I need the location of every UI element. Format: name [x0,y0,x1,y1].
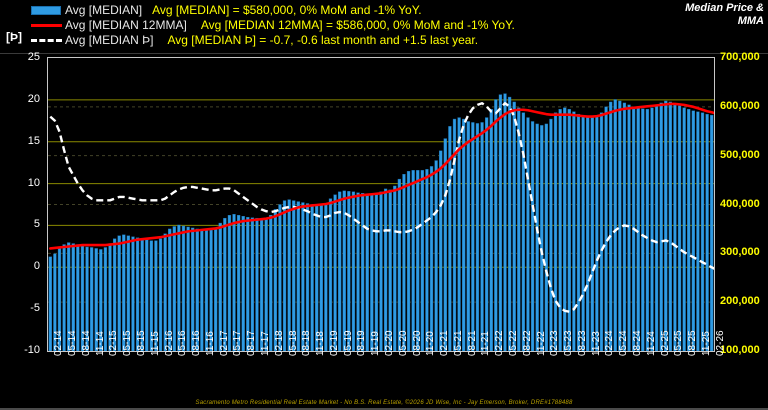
legend-item-median: Avg [MEDIAN] Avg [MEDIAN] = $580,000, 0%… [30,3,515,18]
chart-canvas [48,93,714,351]
x-axis-tick: 02-19 [328,330,340,356]
y-axis-tick-right: 500,000 [720,148,760,161]
x-axis-tick: 11-18 [315,331,327,356]
legend-item-median-12mma: Avg [MEDIAN 12MMA] Avg [MEDIAN 12MMA] = … [30,18,515,33]
legend-note-median-12mma: Avg [MEDIAN 12MMA] = $586,000, 0% MoM an… [200,18,515,32]
x-axis-tick: 08-17 [246,330,258,356]
x-axis-tick: 05-19 [342,330,354,356]
chart-corner-title: Median Price & MMA [685,2,764,28]
x-axis-tick: 08-15 [135,330,147,356]
y-axis-tick-right: 700,000 [720,51,760,63]
x-axis-tick: 08-19 [356,330,368,356]
x-axis-tick: 02-15 [108,330,120,356]
x-axis-tick: 05-14 [67,330,79,356]
x-axis-tick: 02-14 [53,330,65,356]
y-axis-tick-right: 200,000 [720,295,760,308]
x-axis-tick: 11-23 [590,331,602,356]
x-axis-tick: 02-22 [494,330,506,356]
x-axis-tick: 08-24 [632,330,644,356]
x-axis-tick: 05-24 [618,330,630,356]
y-axis-tick-left: 0 [33,260,40,273]
chart-legend: Avg [MEDIAN] Avg [MEDIAN] = $580,000, 0%… [30,3,515,48]
bar-swatch-icon [30,5,62,17]
y-axis-tick-right: 600,000 [720,99,760,112]
x-axis-tick: 08-18 [301,330,313,356]
x-axis-tick: 11-25 [700,331,712,356]
x-axis-tick: 02-24 [604,330,616,356]
x-axis-tick: 08-20 [411,330,423,356]
chart-footer: Sacramento Metro Residential Real Estate… [195,400,573,406]
legend-label-median-12mma: Avg [MEDIAN 12MMA] [65,18,187,32]
x-axis-tick: 11-14 [94,331,106,356]
y-axis-tick-left: 20 [27,92,40,105]
x-axis-tick: 11-22 [535,331,547,356]
legend-item-median-pct: Avg [MEDIAN Þ] Avg [MEDIAN Þ] = -0.7, -0… [30,33,515,48]
x-axis-tick: 05-16 [177,330,189,356]
y-axis-tick-right: 100,000 [720,344,760,356]
y-axis-unit-label: [Þ] [6,30,22,44]
line-swatch-icon [30,20,62,32]
x-axis-tick: 05-25 [673,330,685,356]
x-axis-tick: 02-25 [659,330,671,356]
x-axis-tick: 11-24 [645,331,657,356]
x-axis-tick: 08-25 [687,330,699,356]
header-divider [0,53,768,54]
x-axis-tick: 02-26 [714,330,726,356]
y-axis-tick-left: 5 [33,218,40,231]
legend-label-median-pct: Avg [MEDIAN Þ] [65,33,154,47]
plot-area [47,57,715,352]
x-axis-tick: 11-20 [425,331,437,356]
x-axis-tick: 08-23 [576,330,588,356]
x-axis-tick: 05-22 [508,330,519,356]
x-axis-tick: 05-21 [452,330,464,356]
x-axis-tick: 11-21 [480,331,492,356]
x-axis-tick: 08-22 [521,330,533,356]
y-axis-tick-left: 25 [27,51,40,63]
x-axis-tick: 11-15 [149,331,161,356]
x-axis-tick: 02-17 [218,330,230,356]
x-axis-tick: 05-15 [122,330,134,356]
x-axis-tick: 02-23 [549,330,561,356]
x-axis-tick: 08-16 [191,330,203,356]
dashed-line-swatch-icon [30,35,62,47]
legend-note-median-pct: Avg [MEDIAN Þ] = -0.7, -0.6 last month a… [167,33,479,47]
x-axis-tick: 08-21 [466,330,478,356]
x-axis-tick: 02-16 [163,330,175,356]
y-axis-tick-right: 400,000 [720,197,760,210]
x-axis-tick: 02-18 [273,330,285,356]
x-axis-tick: 02-21 [439,330,451,356]
y-axis-tick-left: -10 [24,344,40,356]
y-axis-tick-right: 300,000 [720,246,760,259]
legend-note-median: Avg [MEDIAN] = $580,000, 0% MoM and -1% … [152,3,422,17]
x-axis-tick: 08-14 [80,330,92,356]
x-axis-tick: 05-20 [397,330,409,356]
corner-title-line1: Median Price & [685,2,764,14]
x-axis-tick: 05-17 [232,330,244,356]
x-axis-tick: 11-16 [204,331,216,356]
x-axis-tick: 11-19 [370,331,382,356]
x-axis-tick: 11-17 [259,331,271,356]
legend-label-median: Avg [MEDIAN] [65,3,143,17]
y-axis-tick-left: -5 [30,302,40,315]
y-axis-tick-left: 15 [27,134,40,147]
x-axis-tick: 05-23 [563,330,575,356]
corner-title-line2: MMA [737,15,764,27]
x-axis-tick: 05-18 [287,330,299,356]
footer-divider [0,408,768,410]
x-axis-tick: 02-20 [384,330,395,356]
y-axis-tick-left: 10 [27,176,40,189]
